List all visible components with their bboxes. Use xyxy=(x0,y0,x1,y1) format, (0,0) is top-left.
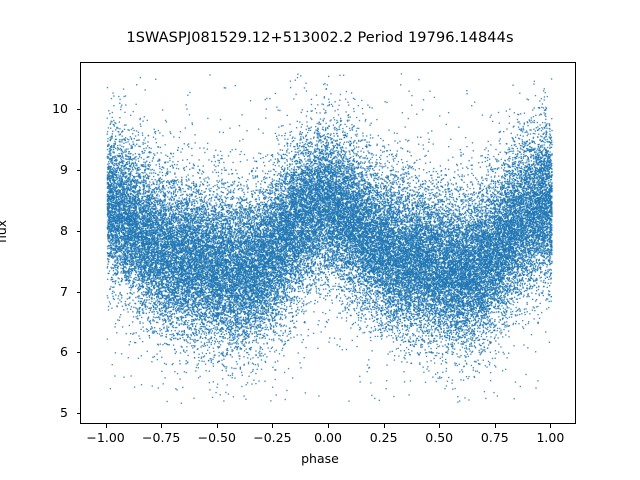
x-tick-mark xyxy=(550,424,552,428)
y-tick-label: 6 xyxy=(60,344,68,360)
y-tick-label: 8 xyxy=(60,222,68,238)
x-tick-mark xyxy=(105,424,107,428)
x-tick-mark xyxy=(328,424,329,428)
y-tick-label: 7 xyxy=(60,283,68,299)
page-title: 1SWASPJ081529.12+513002.2 Period 19796.1… xyxy=(126,30,514,46)
y-tick-mark xyxy=(76,352,80,354)
x-tick-label: −1.00 xyxy=(86,430,125,445)
plot-axes xyxy=(80,62,577,425)
x-tick-label: 0.50 xyxy=(425,430,454,445)
y-tick-label: 5 xyxy=(60,405,68,421)
x-tick-mark xyxy=(383,424,385,428)
x-tick-mark xyxy=(439,424,441,428)
y-tick-mark xyxy=(76,413,80,415)
y-tick-mark xyxy=(76,291,80,293)
y-tick-mark xyxy=(76,170,80,172)
x-tick-label: 0.00 xyxy=(314,430,342,445)
y-tick-mark xyxy=(76,109,80,111)
x-tick-label: −0.25 xyxy=(253,430,292,445)
x-tick-label: −0.75 xyxy=(142,430,181,445)
x-tick-mark xyxy=(216,424,218,428)
x-axis-label: phase xyxy=(301,451,339,466)
x-tick-mark xyxy=(161,424,163,428)
y-tick-label: 9 xyxy=(60,162,68,178)
x-tick-mark xyxy=(272,424,274,428)
x-tick-label: 0.25 xyxy=(369,430,398,445)
scatter-plot-canvas xyxy=(81,63,577,425)
y-tick-label: 10 xyxy=(52,101,68,117)
x-tick-mark xyxy=(494,424,496,428)
x-tick-label: 0.75 xyxy=(480,430,509,445)
x-tick-label: −0.50 xyxy=(197,430,236,445)
y-tick-mark xyxy=(76,230,80,232)
x-tick-label: 1.00 xyxy=(536,430,565,445)
